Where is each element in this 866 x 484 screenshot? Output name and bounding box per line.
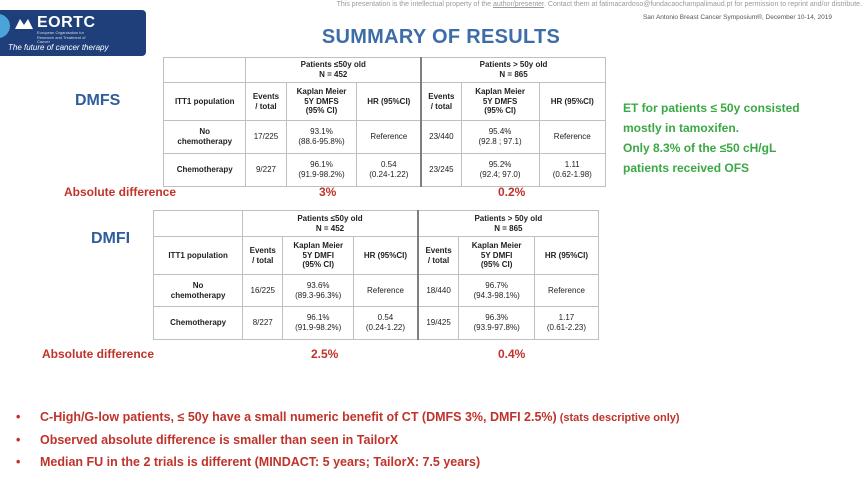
table-row: No chemotherapy 17/225 93.1% (88.6-95.8%) … <box>162 120 607 154</box>
hr-cell: 0.54 (0.24-1.22) <box>356 153 422 187</box>
side-note-line: patients received OFS <box>623 161 750 175</box>
conference-label: San Antonio Breast Cancer Symposium®, De… <box>642 14 832 21</box>
col-header-hr: HR (95%CI) <box>353 236 419 275</box>
hr-cell: Reference <box>538 120 607 154</box>
hr-cell: 0.54 (0.24-1.22) <box>353 306 419 340</box>
group-header-old: Patients > 50y old N = 865 <box>416 210 599 237</box>
bullet-icon: • <box>16 455 21 469</box>
hr-cell: 1.11 (0.62-1.98) <box>538 153 607 187</box>
list-item: • C-High/G-low patients, ≤ 50y have a sm… <box>12 406 864 429</box>
logo-mark-icon <box>15 19 33 29</box>
col-header-km: Kaplan Meier 5Y DMFI (95% CI) <box>458 236 535 275</box>
side-note-line: mostly in tamoxifen. <box>623 121 740 135</box>
eortc-logo: EORTC European Organisation for Research… <box>0 10 146 56</box>
side-note: ET for patients ≤ 50y consisted mostly i… <box>623 98 853 178</box>
side-note-line: Only 8.3% of the ≤50 cH/gL <box>623 141 777 155</box>
hr-cell: Reference <box>533 274 600 307</box>
group-header-young: Patients ≤50y old N = 452 <box>245 57 422 83</box>
col-header-events: Events / total <box>416 236 460 275</box>
list-item: • Median FU in the 2 trials is different… <box>12 451 864 473</box>
col-header-events: Events / total <box>242 236 284 275</box>
col-header-km: Kaplan Meier 5Y DMFI (95% CI) <box>282 236 355 275</box>
dmfi-absdiff-old: 0.4% <box>498 347 526 361</box>
events-cell: 9/227 <box>245 153 287 187</box>
events-cell: 17/225 <box>245 120 287 154</box>
row-label: No chemotherapy <box>162 120 247 154</box>
hr-cell: Reference <box>356 120 422 154</box>
col-header-events: Events / total <box>245 82 287 121</box>
events-cell: 8/227 <box>242 306 284 340</box>
km-cell: 96.7% (94.3-98.1%) <box>458 274 535 307</box>
hr-cell: 1.17 (0.61-2.23) <box>533 306 600 340</box>
side-note-line: ET for patients ≤ 50y consisted <box>623 101 800 115</box>
dmfi-table: Patients ≤50y old N = 452 Patients > 50y … <box>152 210 600 340</box>
conclusion-list: • C-High/G-low patients, ≤ 50y have a sm… <box>12 406 864 473</box>
events-cell: 18/440 <box>416 274 460 307</box>
logo-subtitle: European Organisation for Research and T… <box>37 30 86 44</box>
events-cell: 19/425 <box>416 306 460 340</box>
dmfs-absdiff-young: 3% <box>319 185 337 199</box>
km-cell: 95.2% (92.4; 97.0) <box>460 153 540 187</box>
dmfs-absdiff-label: Absolute difference <box>64 185 177 199</box>
row-label: Chemotherapy <box>152 306 244 340</box>
col-header-population: ITT1 population <box>152 236 244 275</box>
dmfi-absdiff-label: Absolute difference <box>42 347 155 361</box>
col-header-hr: HR (95%CI) <box>356 82 422 121</box>
copyright-notice: This presentation is the intellectual pr… <box>336 1 862 8</box>
dmfs-table: Patients ≤50y old N = 452 Patients > 50y … <box>162 57 607 187</box>
dmfs-label: DMFS <box>75 92 121 109</box>
table-row: No chemotherapy 16/225 93.6% (89.3-96.3%) … <box>152 274 600 307</box>
col-header-events: Events / total <box>420 82 462 121</box>
row-label: No chemotherapy <box>152 274 244 307</box>
header-blank <box>162 57 247 83</box>
group-header-young: Patients ≤50y old N = 452 <box>242 210 419 237</box>
dmfi-absdiff-young: 2.5% <box>311 347 339 361</box>
hr-cell: Reference <box>353 274 419 307</box>
bullet-icon: • <box>16 433 21 447</box>
bullet-icon: • <box>16 410 21 424</box>
km-cell: 96.1% (91.9-98.2%) <box>282 306 355 340</box>
events-cell: 23/245 <box>420 153 462 187</box>
author-link[interactable]: author/presenter <box>493 1 544 8</box>
group-header-old: Patients > 50y old N = 865 <box>420 57 607 83</box>
decorative-circle <box>0 14 10 38</box>
events-cell: 16/225 <box>242 274 284 307</box>
logo-name: EORTC <box>37 14 96 31</box>
col-header-hr: HR (95%CI) <box>533 236 600 275</box>
table-row: Chemotherapy 8/227 96.1% (91.9-98.2%) 0.5… <box>152 306 600 340</box>
header-blank <box>152 210 244 237</box>
dmfi-label: DMFI <box>91 230 131 247</box>
col-header-hr: HR (95%CI) <box>538 82 607 121</box>
list-item: • Observed absolute difference is smalle… <box>12 429 864 451</box>
km-cell: 93.1% (88.6-95.8%) <box>285 120 358 154</box>
dmfs-absdiff-old: 0.2% <box>498 185 526 199</box>
logo-tagline: The future of cancer therapy <box>8 43 109 52</box>
col-header-km: Kaplan Meier 5Y DMFS (95% CI) <box>285 82 358 121</box>
col-header-population: ITT1 population <box>162 82 247 121</box>
row-label: Chemotherapy <box>162 153 247 187</box>
col-header-km: Kaplan Meier 5Y DMFS (95% CI) <box>460 82 540 121</box>
slide-title: SUMMARY OF RESULTS <box>321 26 561 48</box>
table-row: Chemotherapy 9/227 96.1% (91.9-98.2%) 0.5… <box>162 153 607 187</box>
km-cell: 96.1% (91.9-98.2%) <box>285 153 358 187</box>
km-cell: 93.6% (89.3-96.3%) <box>282 274 355 307</box>
events-cell: 23/440 <box>420 120 462 154</box>
km-cell: 95.4% (92.8 ; 97.1) <box>460 120 540 154</box>
km-cell: 96.3% (93.9-97.8%) <box>458 306 535 340</box>
